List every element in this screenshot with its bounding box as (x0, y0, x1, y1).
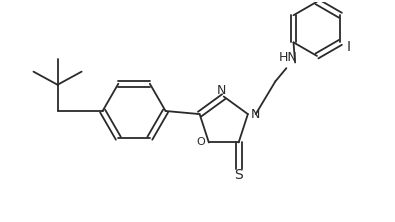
Text: O: O (197, 137, 205, 147)
Text: N: N (250, 108, 260, 121)
Text: N: N (217, 83, 226, 97)
Text: I: I (346, 40, 350, 54)
Text: HN: HN (279, 51, 298, 64)
Text: S: S (234, 168, 243, 182)
